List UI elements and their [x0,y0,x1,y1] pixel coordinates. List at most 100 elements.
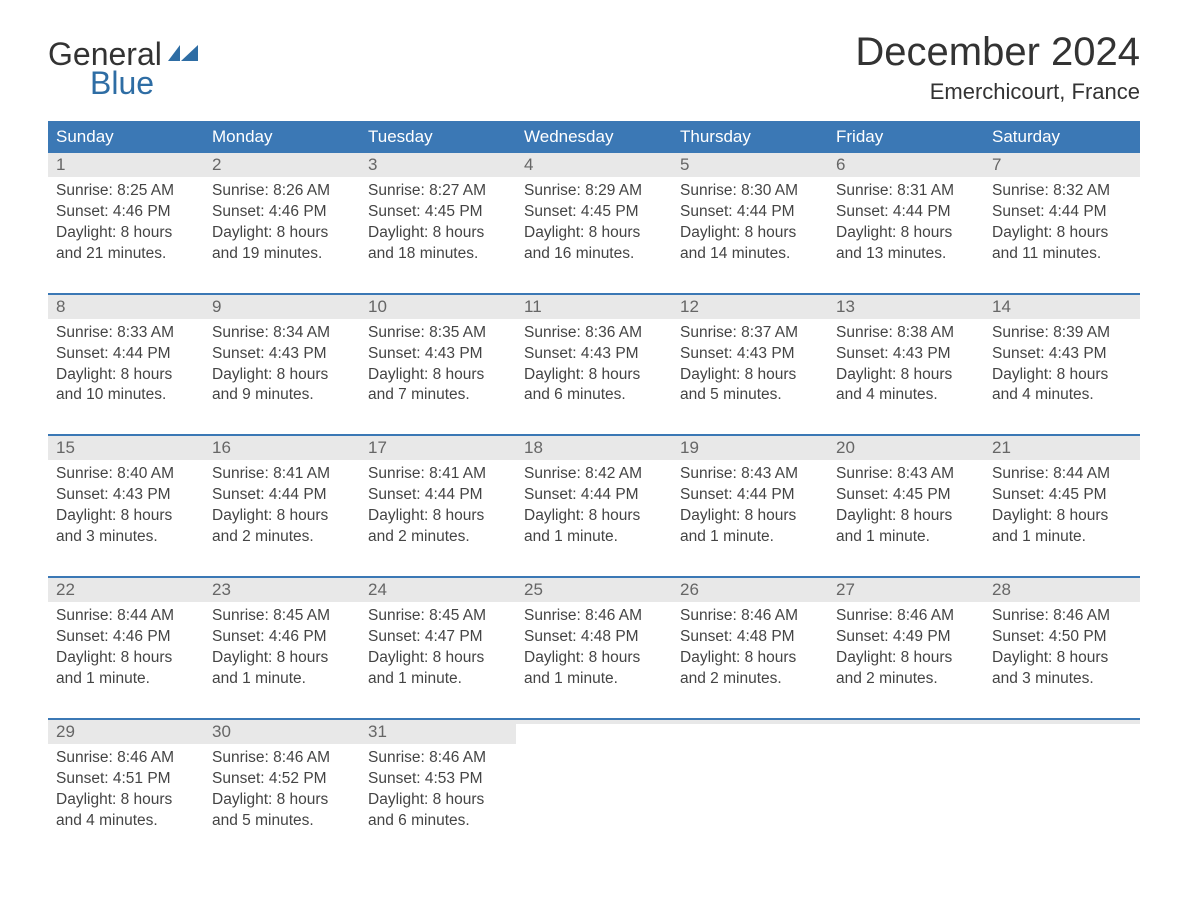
day-body: Sunrise: 8:27 AMSunset: 4:45 PMDaylight:… [360,177,516,265]
day-sunset: Sunset: 4:43 PM [992,344,1132,365]
day-sunrise: Sunrise: 8:41 AM [368,464,508,485]
day-d2: and 1 minute. [368,669,508,690]
day-sunrise: Sunrise: 8:42 AM [524,464,664,485]
day-sunset: Sunset: 4:43 PM [680,344,820,365]
day-sunset: Sunset: 4:43 PM [56,485,196,506]
day-body: Sunrise: 8:35 AMSunset: 4:43 PMDaylight:… [360,319,516,407]
weeks-container: 1 Sunrise: 8:25 AMSunset: 4:46 PMDaylight… [48,153,1140,859]
weekday-header: Thursday [672,121,828,153]
day-body: Sunrise: 8:29 AMSunset: 4:45 PMDaylight:… [516,177,672,265]
day-cell [672,720,828,860]
day-cell: 25Sunrise: 8:46 AMSunset: 4:48 PMDayligh… [516,578,672,718]
day-body: Sunrise: 8:46 AMSunset: 4:48 PMDaylight:… [672,602,828,690]
day-sunrise: Sunrise: 8:37 AM [680,323,820,344]
day-d1: Daylight: 8 hours [680,648,820,669]
day-number: 9 [212,297,221,316]
calendar: Sunday Monday Tuesday Wednesday Thursday… [48,121,1140,859]
logo: General Blue [48,30,198,102]
day-sunrise: Sunrise: 8:38 AM [836,323,976,344]
day-d2: and 5 minutes. [680,385,820,406]
day-d1: Daylight: 8 hours [368,506,508,527]
day-sunset: Sunset: 4:44 PM [56,344,196,365]
day-number: 31 [368,722,387,741]
week-row: 15Sunrise: 8:40 AMSunset: 4:43 PMDayligh… [48,434,1140,576]
day-cell: 8Sunrise: 8:33 AMSunset: 4:44 PMDaylight… [48,295,204,435]
day-sunset: Sunset: 4:48 PM [680,627,820,648]
day-d1: Daylight: 8 hours [56,365,196,386]
day-number-row: 2 [204,153,360,177]
weekday-header: Wednesday [516,121,672,153]
day-cell: 18Sunrise: 8:42 AMSunset: 4:44 PMDayligh… [516,436,672,576]
day-cell: 26 Sunrise: 8:46 AMSunset: 4:48 PMDayligh… [672,578,828,718]
day-body: Sunrise: 8:46 AMSunset: 4:52 PMDaylight:… [204,744,360,832]
day-number: 6 [836,155,845,174]
day-body: Sunrise: 8:42 AMSunset: 4:44 PMDaylight:… [516,460,672,548]
weekday-header-row: Sunday Monday Tuesday Wednesday Thursday… [48,121,1140,153]
weekday-header: Tuesday [360,121,516,153]
day-number-row: 10 [360,295,516,319]
day-number: 29 [56,722,75,741]
day-number-row: 22 [48,578,204,602]
day-body: Sunrise: 8:40 AMSunset: 4:43 PMDaylight:… [48,460,204,548]
day-sunset: Sunset: 4:47 PM [368,627,508,648]
day-sunset: Sunset: 4:45 PM [524,202,664,223]
day-number-row: 30 [204,720,360,744]
day-sunset: Sunset: 4:44 PM [992,202,1132,223]
day-d2: and 18 minutes. [368,244,508,265]
day-cell: 28Sunrise: 8:46 AMSunset: 4:50 PMDayligh… [984,578,1140,718]
day-number: 10 [368,297,387,316]
day-sunset: Sunset: 4:44 PM [524,485,664,506]
day-sunset: Sunset: 4:46 PM [56,627,196,648]
day-cell: 4Sunrise: 8:29 AMSunset: 4:45 PMDaylight… [516,153,672,293]
day-d1: Daylight: 8 hours [368,223,508,244]
day-sunrise: Sunrise: 8:33 AM [56,323,196,344]
day-d2: and 13 minutes. [836,244,976,265]
day-number-row: 6 [828,153,984,177]
day-number-row: 28 [984,578,1140,602]
day-d1: Daylight: 8 hours [524,365,664,386]
location: Emerchicourt, France [855,79,1140,105]
day-number: 17 [368,438,387,457]
day-number-row: 18 [516,436,672,460]
day-sunset: Sunset: 4:50 PM [992,627,1132,648]
day-d1: Daylight: 8 hours [680,506,820,527]
day-d2: and 1 minute. [524,669,664,690]
day-cell: 5Sunrise: 8:30 AMSunset: 4:44 PMDaylight… [672,153,828,293]
day-number: 1 [56,155,65,174]
day-sunset: Sunset: 4:52 PM [212,769,352,790]
day-number-row: 9 [204,295,360,319]
flag-icon [168,45,198,65]
day-number-row: 19 [672,436,828,460]
day-body: Sunrise: 8:46 AMSunset: 4:51 PMDaylight:… [48,744,204,832]
day-sunrise: Sunrise: 8:46 AM [836,606,976,627]
day-body: Sunrise: 8:44 AMSunset: 4:45 PMDaylight:… [984,460,1140,548]
day-body: Sunrise: 8:25 AMSunset: 4:46 PMDaylight:… [48,177,204,265]
day-cell: 10 Sunrise: 8:35 AMSunset: 4:43 PMDayligh… [360,295,516,435]
day-sunrise: Sunrise: 8:46 AM [992,606,1132,627]
day-d2: and 3 minutes. [56,527,196,548]
day-sunrise: Sunrise: 8:43 AM [680,464,820,485]
day-body: Sunrise: 8:43 AMSunset: 4:44 PMDaylight:… [672,460,828,548]
day-d1: Daylight: 8 hours [368,648,508,669]
day-d2: and 2 minutes. [368,527,508,548]
day-number-row: 26 [672,578,828,602]
day-number: 26 [680,580,699,599]
day-number-row: 31 [360,720,516,744]
day-d2: and 21 minutes. [56,244,196,265]
day-cell: 1 Sunrise: 8:25 AMSunset: 4:46 PMDaylight… [48,153,204,293]
day-number-row: 7 [984,153,1140,177]
weekday-header: Sunday [48,121,204,153]
day-number: 14 [992,297,1011,316]
week-row: 22Sunrise: 8:44 AMSunset: 4:46 PMDayligh… [48,576,1140,718]
day-number: 5 [680,155,689,174]
day-d2: and 4 minutes. [836,385,976,406]
day-d1: Daylight: 8 hours [368,365,508,386]
day-number-row: 11 [516,295,672,319]
day-sunset: Sunset: 4:43 PM [836,344,976,365]
day-sunset: Sunset: 4:45 PM [836,485,976,506]
day-sunset: Sunset: 4:44 PM [368,485,508,506]
day-d1: Daylight: 8 hours [524,506,664,527]
day-body: Sunrise: 8:38 AMSunset: 4:43 PMDaylight:… [828,319,984,407]
day-d1: Daylight: 8 hours [56,506,196,527]
day-number-row: 25 [516,578,672,602]
